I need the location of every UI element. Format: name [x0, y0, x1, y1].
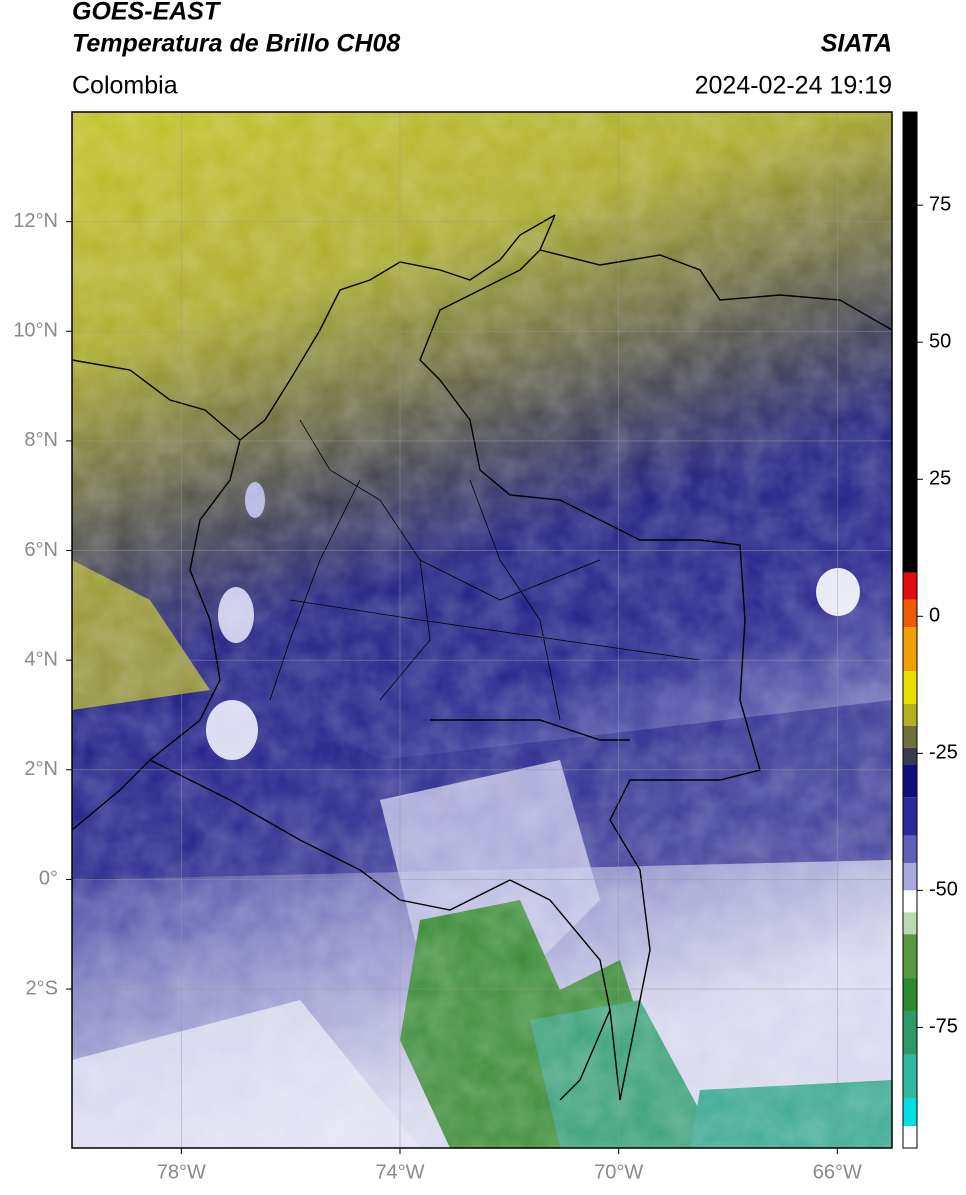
- colorbar-band: [903, 1054, 917, 1099]
- source: SIATA: [821, 30, 892, 58]
- colorbar-band: [903, 1098, 917, 1127]
- y-tick-label: 12°N: [13, 210, 58, 232]
- colorbar-tick-label: 50: [929, 331, 951, 353]
- y-tick-label: 4°N: [24, 648, 58, 670]
- colorbar-band: [903, 112, 917, 573]
- colorbar-band: [903, 747, 917, 765]
- colorbar-tick-label: 75: [929, 193, 951, 215]
- colorbar-band: [903, 671, 917, 704]
- colorbar-band: [903, 599, 917, 628]
- colorbar-tick-label: 25: [929, 468, 951, 490]
- colorbar-band: [903, 1010, 917, 1055]
- colorbar-band: [903, 797, 917, 836]
- subtitle: Temperatura de Brillo CH08: [72, 30, 400, 58]
- colorbar-band: [903, 890, 917, 913]
- datetime: 2024-02-24 19:19: [695, 72, 892, 100]
- colorbar-band: [903, 764, 917, 798]
- x-tick-label: 78°W: [157, 1161, 206, 1183]
- colorbar-tick-label: -50: [929, 879, 958, 901]
- x-tick-label: 70°W: [594, 1161, 643, 1183]
- colorbar-band: [903, 572, 917, 600]
- colorbar-band: [903, 835, 917, 863]
- y-tick-label: 10°N: [13, 320, 58, 342]
- colorbar-band: [903, 934, 917, 979]
- y-tick-label: 6°N: [24, 539, 58, 561]
- x-tick-label: 66°W: [813, 1161, 862, 1183]
- y-tick-label: 8°N: [24, 429, 58, 451]
- y-tick-label: 0°: [39, 868, 58, 890]
- colorbar-tick-label: 0: [929, 605, 940, 627]
- colorbar-band: [903, 862, 917, 891]
- colorbar-tick-label: -75: [929, 1016, 958, 1038]
- colorbar-tick-label: -25: [929, 742, 958, 764]
- colorbar-band: [903, 704, 917, 726]
- region: Colombia: [72, 72, 178, 100]
- x-tick-label: 74°W: [375, 1161, 424, 1183]
- colorbar-band: [903, 725, 917, 748]
- satellite-image: [72, 112, 892, 1148]
- y-tick-label: 2°N: [24, 758, 58, 780]
- colorbar-band: [903, 978, 917, 1011]
- title: GOES-EAST: [72, 0, 222, 26]
- colorbar-band: [903, 627, 917, 672]
- colorbar-frame: [902, 111, 918, 1149]
- colorbar-band: [903, 912, 917, 935]
- map-frame: [71, 111, 893, 1149]
- colorbar-band: [903, 1126, 917, 1148]
- y-tick-label: 2°S: [26, 977, 58, 999]
